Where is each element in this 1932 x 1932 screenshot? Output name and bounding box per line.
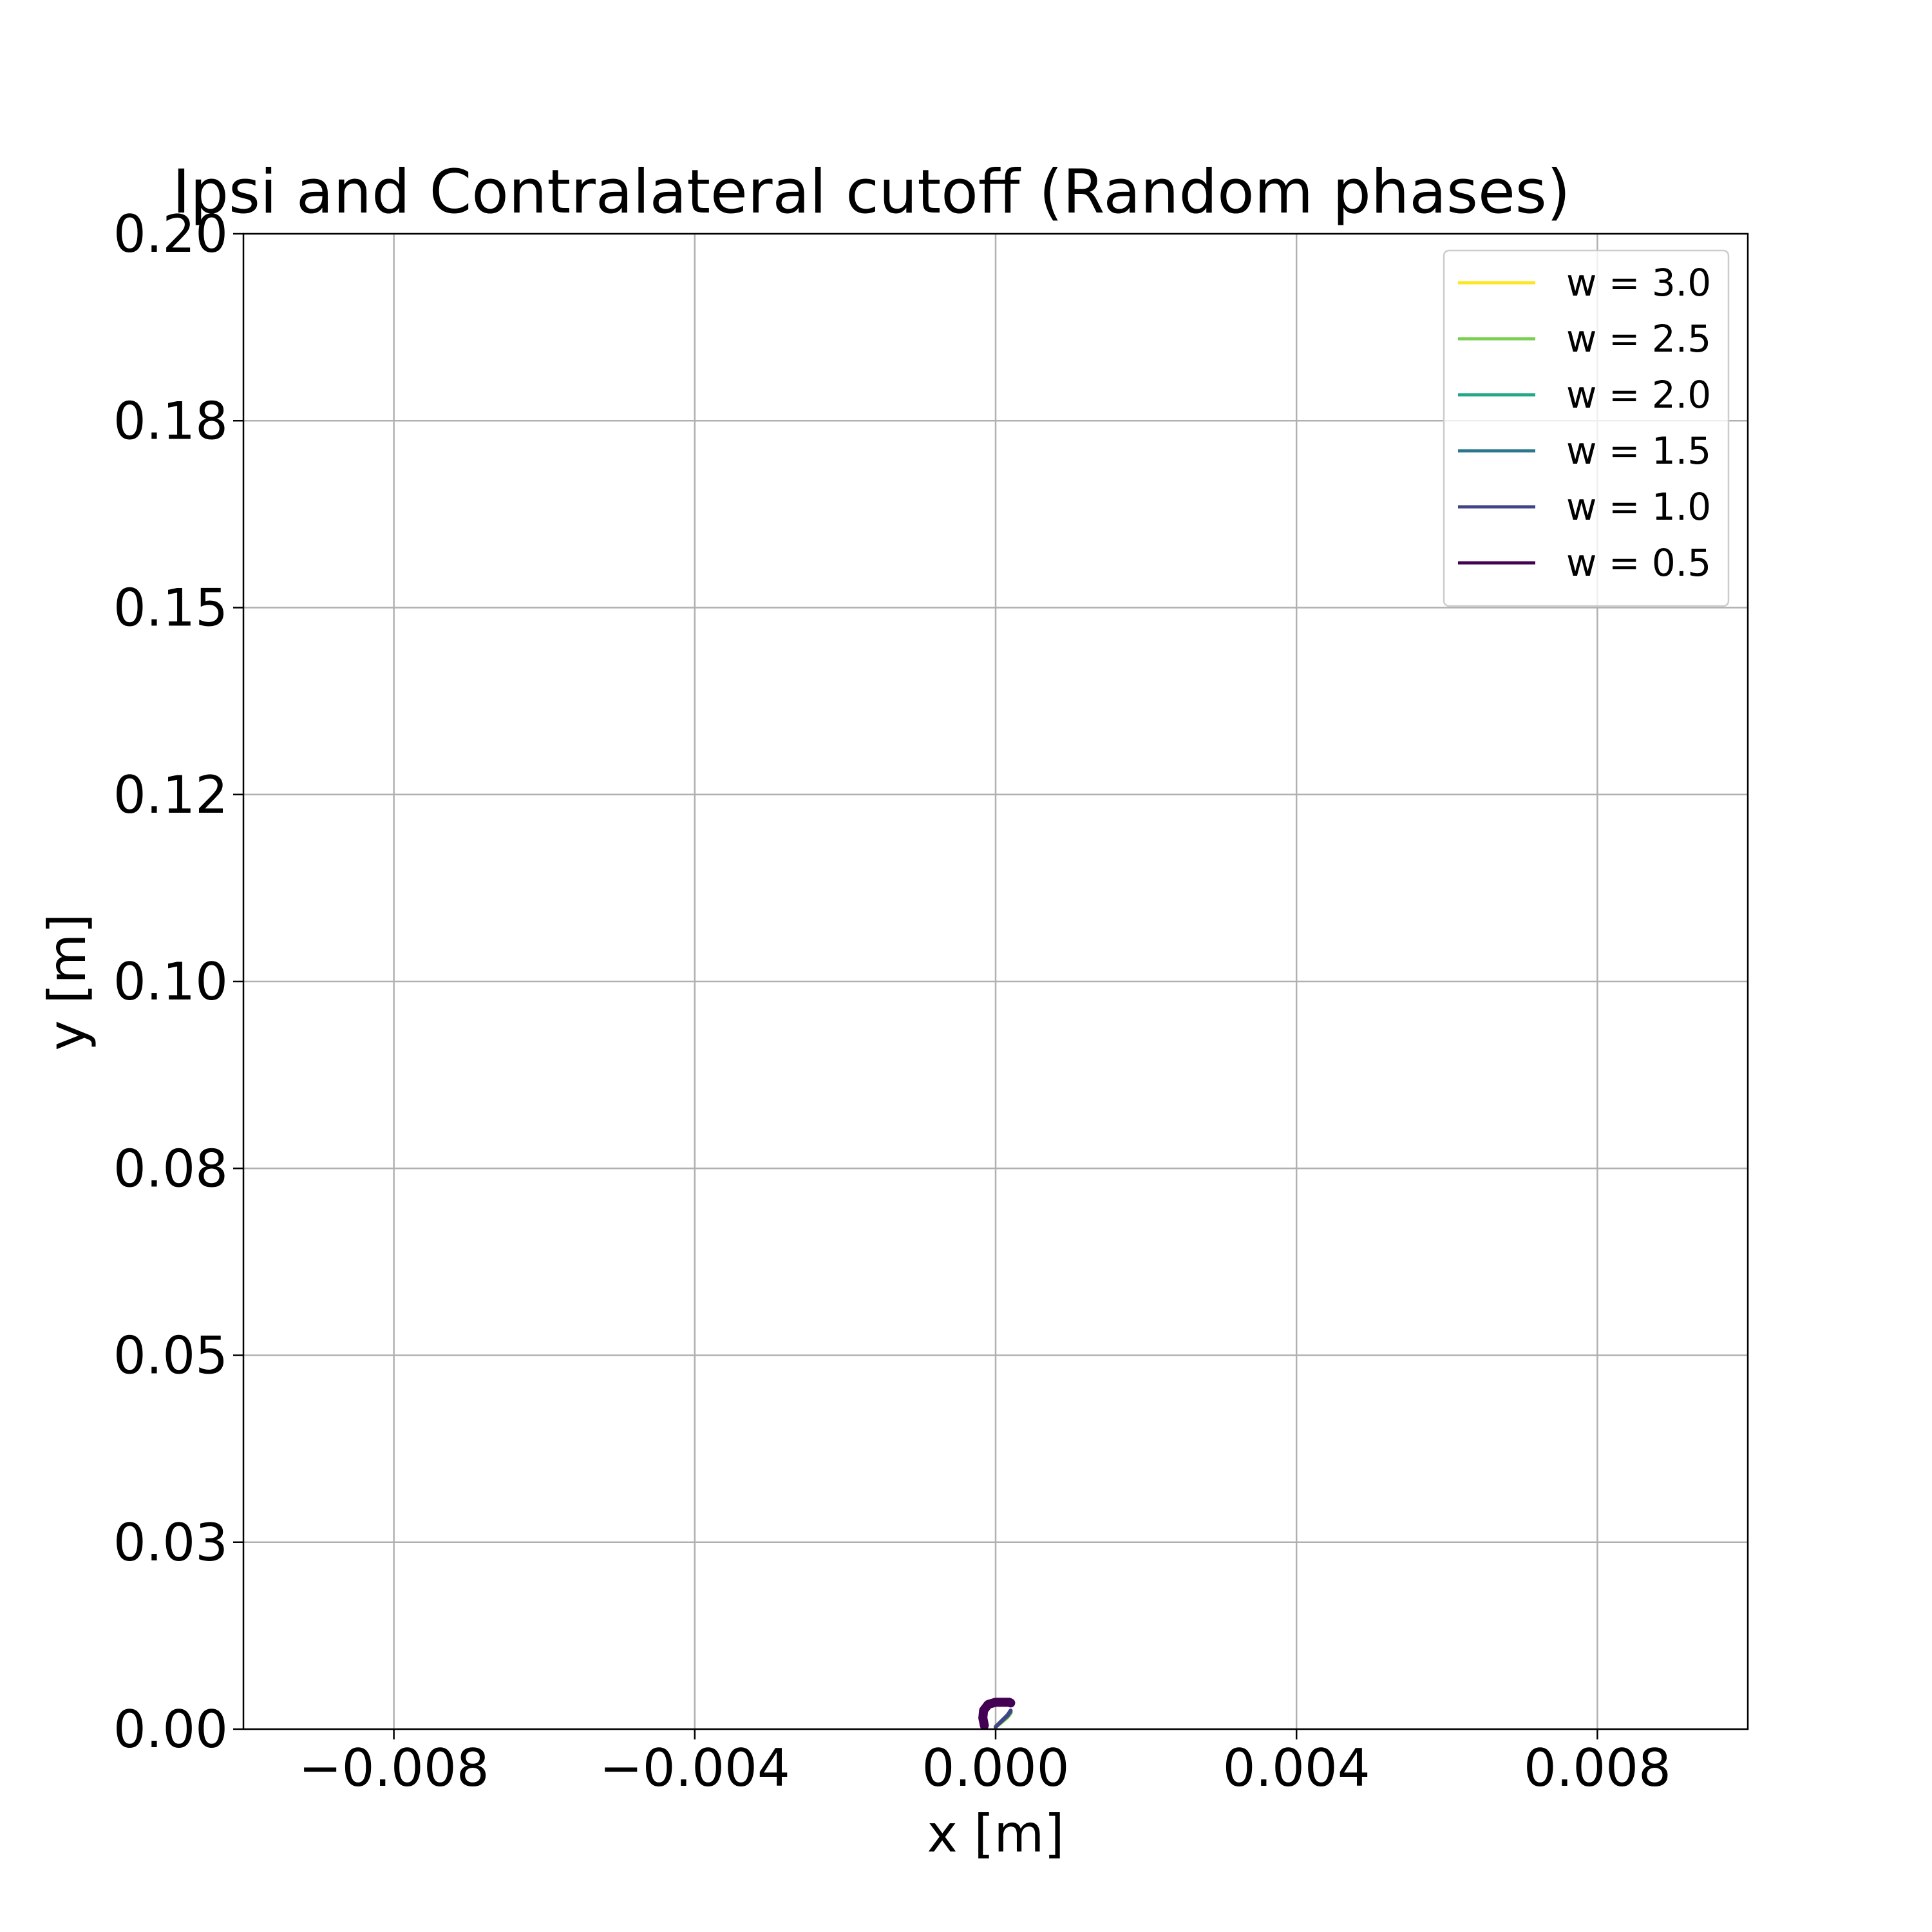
x-tick-label: −0.004 <box>600 1738 790 1798</box>
legend-label: w = 2.0 <box>1566 373 1711 417</box>
y-axis-label: y [m] <box>37 913 97 1050</box>
legend-label: w = 2.5 <box>1566 317 1711 361</box>
x-axis-label: x [m] <box>927 1804 1064 1864</box>
legend-label: w = 1.5 <box>1566 429 1711 473</box>
y-tick-label: 0.15 <box>113 578 228 638</box>
x-tick-label: 0.008 <box>1524 1738 1671 1798</box>
y-tick-label: 0.00 <box>113 1700 228 1759</box>
y-tick-label: 0.20 <box>113 204 228 264</box>
x-tick-label: 0.004 <box>1223 1738 1370 1798</box>
x-tick-label: 0.000 <box>922 1738 1069 1798</box>
legend: w = 3.0 w = 2.5 w = 2.0 w = 1.5 w = 1.0 w = 0… <box>1443 249 1730 607</box>
y-tick-label: 0.10 <box>113 952 228 1012</box>
legend-label: w = 1.0 <box>1566 485 1711 529</box>
legend-label: w = 3.0 <box>1566 261 1711 305</box>
y-tick-label: 0.05 <box>113 1326 228 1386</box>
legend-label: w = 0.5 <box>1566 541 1711 585</box>
series-line <box>978 1698 1016 1730</box>
series-lines <box>978 1698 1016 1730</box>
series-line <box>994 1708 1013 1729</box>
y-tick-label: 0.12 <box>113 765 228 825</box>
x-tick-label: −0.008 <box>299 1738 489 1798</box>
axis-ticks: −0.008 −0.004 0.000 0.004 0.008 0.00 0.03 0.05 0… <box>113 204 1671 1798</box>
chart-title: Ipsi and Contralateral cutoff (Random ph… <box>173 157 1571 227</box>
y-tick-label: 0.03 <box>113 1513 228 1573</box>
y-tick-label: 0.18 <box>113 391 228 451</box>
y-tick-label: 0.08 <box>113 1139 228 1198</box>
